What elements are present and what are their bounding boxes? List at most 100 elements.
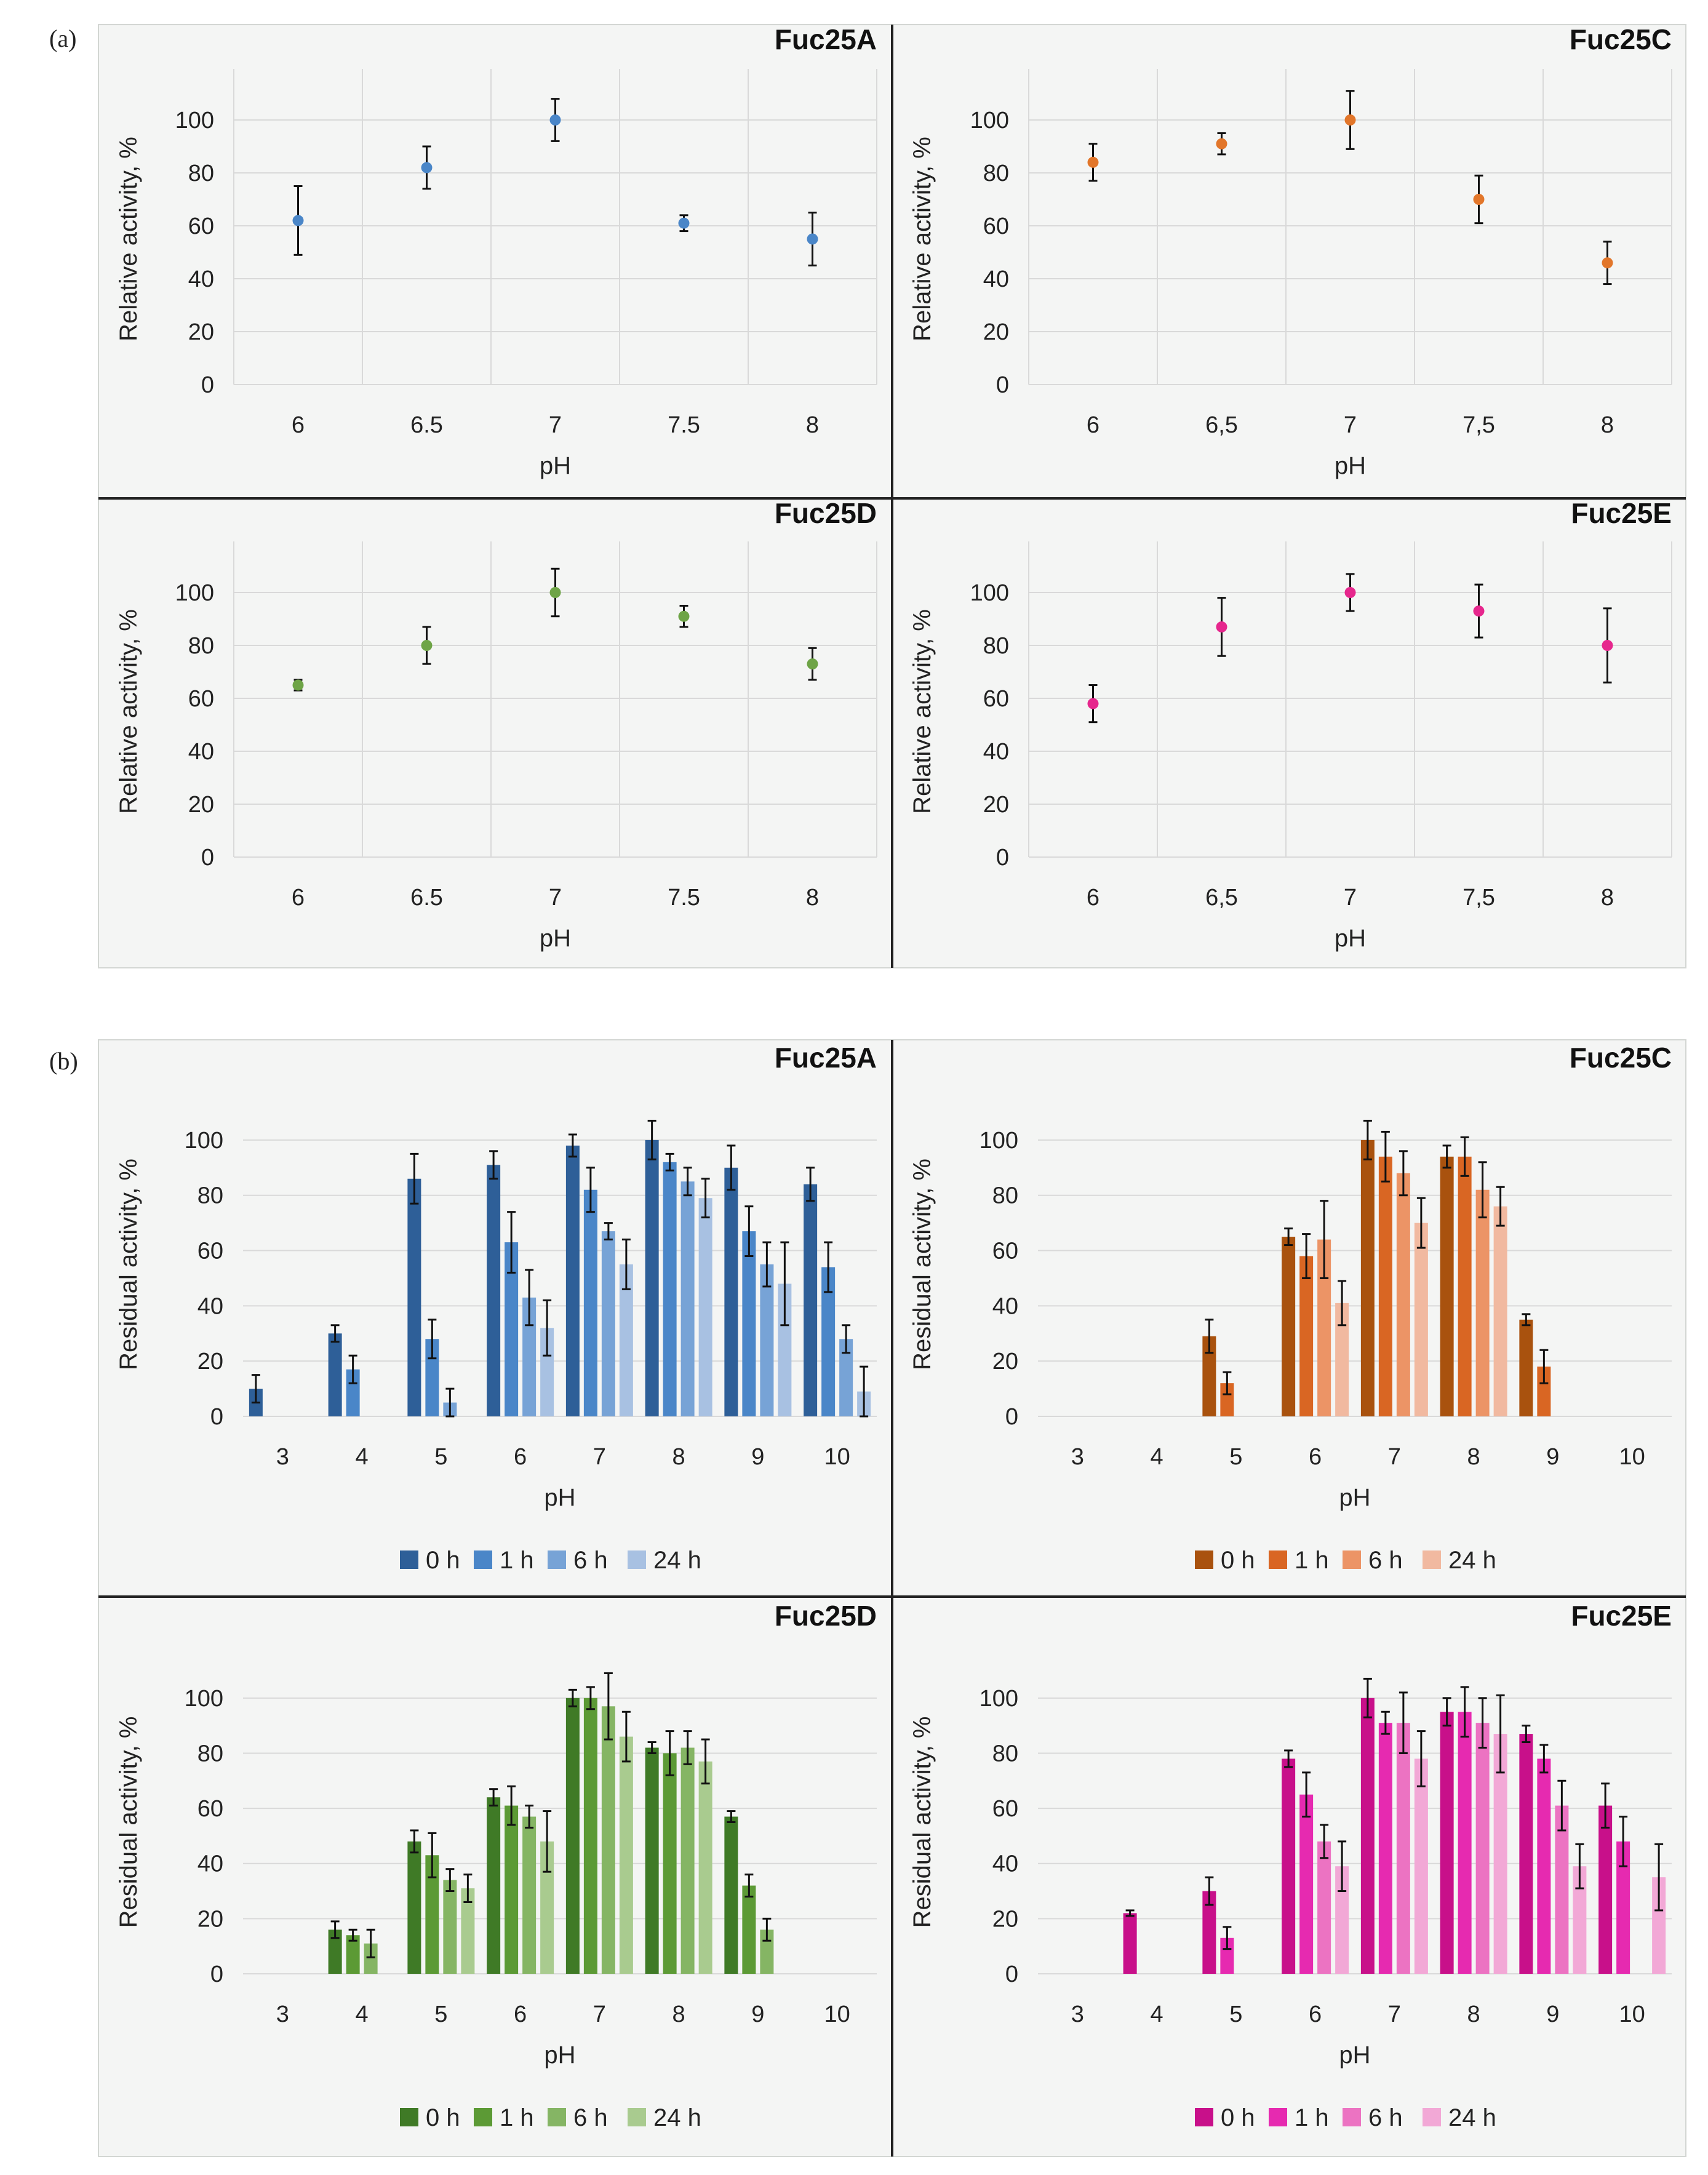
bar: [487, 1797, 501, 1974]
y-tick-label: 0: [210, 1961, 223, 1987]
chart-title: Fuc25A: [775, 23, 877, 55]
x-axis-label: pH: [544, 2041, 575, 2069]
chart-title: Fuc25C: [1570, 1042, 1672, 1074]
bar: [1378, 1156, 1392, 1416]
x-tick-label: 3: [1071, 1444, 1084, 1470]
legend: 0 h 1 h 6 h 24 h: [1195, 1547, 1496, 1574]
bar: [583, 1698, 597, 1974]
y-tick-label: 80: [992, 1183, 1018, 1209]
bar: [443, 1880, 457, 1974]
x-tick-label: 7: [593, 1444, 606, 1470]
bar: [1440, 1712, 1454, 1974]
legend-label: 24 h: [1448, 1547, 1496, 1574]
bar: [1123, 1913, 1137, 1974]
legend: 0 h 1 h 6 h 24 h: [1195, 2104, 1496, 2131]
legend-swatch: [628, 2108, 646, 2126]
legend-label: 6 h: [573, 1547, 608, 1574]
bar: [328, 1930, 342, 1974]
y-tick-label: 60: [983, 214, 1009, 239]
x-axis-label: pH: [540, 452, 571, 479]
bar: [425, 1855, 439, 1974]
x-tick-label: 10: [1619, 2001, 1645, 2027]
y-tick-label: 20: [198, 1349, 223, 1375]
bar: [1537, 1758, 1551, 1974]
bar: [1493, 1206, 1507, 1416]
legend-swatch: [1195, 1550, 1213, 1569]
y-tick-label: 0: [996, 845, 1009, 871]
data-point: [807, 658, 818, 670]
x-tick-label: 4: [1151, 1444, 1163, 1470]
legend-swatch: [628, 1550, 646, 1569]
bar: [522, 1816, 537, 1974]
y-axis-label: Relative activity, %: [115, 137, 142, 341]
y-tick-label: 40: [188, 739, 214, 765]
chart-title: Fuc25D: [775, 1600, 877, 1632]
x-axis-label: pH: [1339, 1484, 1370, 1511]
bar: [1458, 1712, 1472, 1974]
x-tick-label: 6,5: [1205, 412, 1238, 438]
x-tick-label: 8: [806, 885, 819, 911]
data-point: [1344, 587, 1356, 598]
y-tick-label: 80: [198, 1741, 223, 1766]
y-tick-label: 80: [188, 161, 214, 186]
chart-title: Fuc25C: [1570, 23, 1672, 55]
y-tick-label: 60: [198, 1239, 223, 1264]
legend-label: 24 h: [653, 1547, 701, 1574]
y-axis-label: Relative activity, %: [909, 609, 936, 814]
bar: [1493, 1734, 1507, 1974]
y-tick-label: 20: [188, 792, 214, 818]
chart-title: Fuc25D: [775, 497, 877, 529]
legend-label: 1 h: [500, 2104, 534, 2131]
bar: [1317, 1239, 1331, 1416]
x-tick-label: 6.5: [410, 885, 443, 911]
x-tick-label: 3: [1071, 2001, 1084, 2027]
bar: [601, 1231, 615, 1416]
bar: [645, 1139, 659, 1416]
x-tick-label: 5: [1229, 1444, 1242, 1470]
bar: [505, 1242, 519, 1416]
bar: [1396, 1173, 1410, 1416]
x-axis-label: pH: [1335, 452, 1366, 479]
y-axis-label: Relative activity, %: [909, 137, 936, 341]
bar: [1616, 1841, 1630, 1974]
x-tick-label: 9: [751, 2001, 764, 2027]
y-tick-label: 40: [188, 266, 214, 292]
legend-swatch: [1269, 2108, 1287, 2126]
y-tick-label: 0: [210, 1404, 223, 1430]
legend-label: 1 h: [500, 1547, 534, 1574]
bar: [1335, 1866, 1349, 1974]
legend-swatch: [1269, 1550, 1287, 1569]
legend-swatch: [548, 1550, 566, 1569]
x-axis-label: pH: [1339, 2041, 1370, 2069]
chart-title: Fuc25A: [775, 1042, 877, 1074]
bar: [724, 1816, 738, 1974]
y-tick-label: 40: [983, 739, 1009, 765]
x-tick-label: 3: [276, 1444, 289, 1470]
bar: [839, 1339, 853, 1416]
bar: [680, 1181, 695, 1416]
bar: [663, 1162, 677, 1416]
legend-label: 1 h: [1295, 2104, 1329, 2131]
bar: [1220, 1383, 1234, 1416]
data-point: [549, 114, 561, 126]
y-axis-label: Residual activity, %: [909, 1717, 936, 1928]
y-tick-label: 0: [1005, 1961, 1018, 1987]
y-tick-label: 60: [992, 1239, 1018, 1264]
x-tick-label: 7: [549, 412, 562, 438]
bar: [760, 1264, 774, 1416]
legend-label: 6 h: [1368, 1547, 1403, 1574]
data-point: [807, 233, 818, 245]
x-tick-label: 6: [292, 412, 305, 438]
x-tick-label: 4: [1151, 2001, 1163, 2027]
chart-a-fuc25e: 0 20 40 60 80 100 Fuc25E 6 6,5 7 7,5 8 pH Relative ac…: [892, 497, 1686, 968]
x-tick-label: 8: [1601, 885, 1614, 911]
bar: [1378, 1723, 1392, 1974]
bar: [487, 1165, 501, 1416]
bar: [663, 1753, 677, 1974]
y-axis-label: Relative activity, %: [115, 609, 142, 814]
y-tick-label: 40: [992, 1293, 1018, 1319]
bar: [645, 1747, 659, 1974]
y-tick-label: 0: [201, 372, 214, 398]
bar: [1598, 1805, 1613, 1974]
y-tick-label: 100: [185, 1128, 223, 1154]
